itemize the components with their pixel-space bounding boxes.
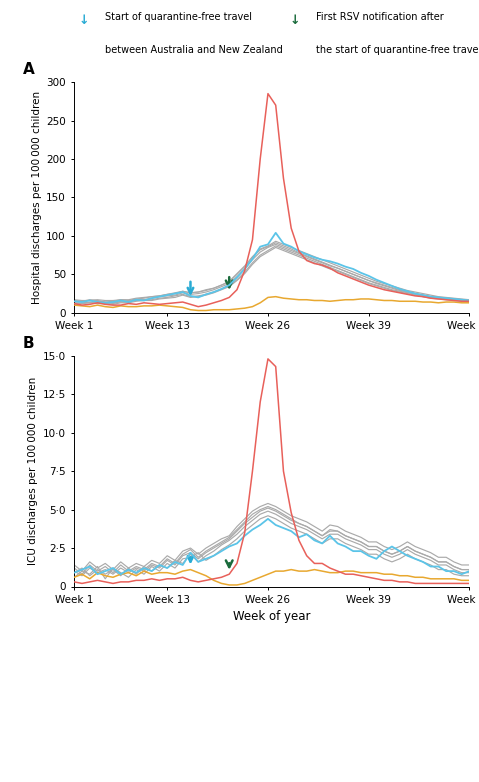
X-axis label: Week of year: Week of year bbox=[233, 611, 310, 623]
Y-axis label: ICU discharges per 100 000 children: ICU discharges per 100 000 children bbox=[28, 377, 38, 565]
Text: between Australia and New Zealand: between Australia and New Zealand bbox=[105, 45, 283, 56]
Text: Start of quarantine-free travel: Start of quarantine-free travel bbox=[105, 12, 252, 22]
Text: A: A bbox=[23, 63, 34, 77]
Text: ↓: ↓ bbox=[290, 14, 300, 27]
Text: First RSV notification after: First RSV notification after bbox=[316, 12, 444, 22]
Text: B: B bbox=[23, 336, 34, 351]
Y-axis label: Hospital discharges per 100 000 children: Hospital discharges per 100 000 children bbox=[32, 91, 42, 304]
Text: the start of quarantine-free travel: the start of quarantine-free travel bbox=[316, 45, 479, 56]
Text: ↓: ↓ bbox=[79, 14, 90, 27]
